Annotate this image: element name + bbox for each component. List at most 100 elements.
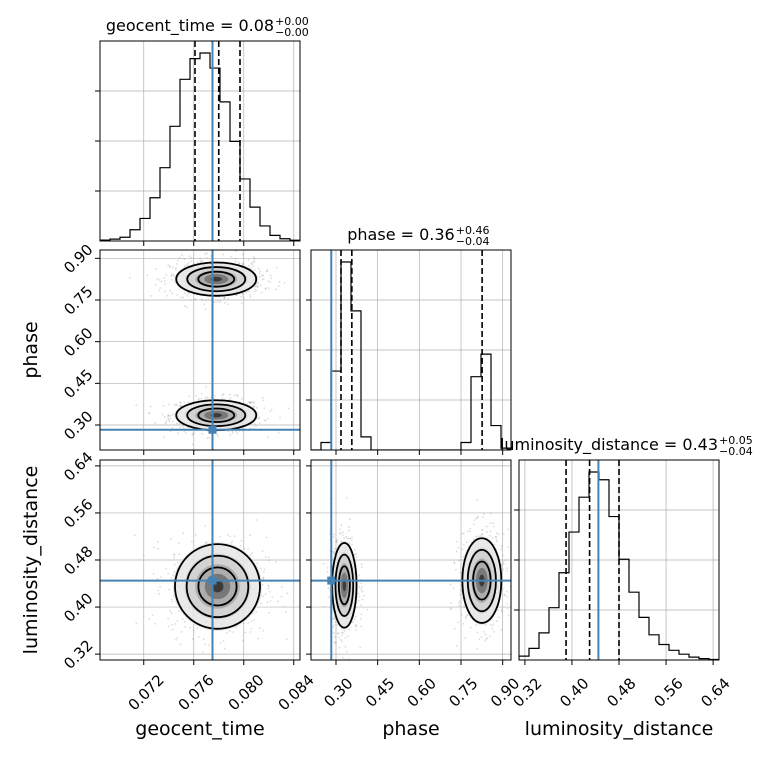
sample-point	[219, 299, 222, 302]
sample-point	[328, 532, 331, 535]
sample-point	[279, 416, 281, 419]
sample-point	[250, 262, 253, 265]
sample-point	[167, 264, 170, 267]
sample-point	[241, 253, 244, 256]
sample-point	[196, 627, 199, 630]
sample-point	[344, 637, 347, 639]
sample-point	[221, 397, 224, 400]
sample-point	[251, 552, 254, 555]
sample-point	[254, 285, 257, 288]
sample-point	[502, 568, 504, 571]
sample-point	[166, 415, 169, 417]
scatter-panel-geocent_time-luminosity_distance	[95, 460, 300, 665]
sample-point	[489, 522, 492, 525]
x-tick-label: 0.56	[650, 674, 686, 710]
sample-point	[476, 647, 479, 650]
sample-point	[173, 571, 176, 574]
sample-point	[334, 621, 337, 623]
sample-point	[206, 437, 209, 439]
sample-point	[485, 525, 488, 528]
sample-point	[179, 405, 181, 407]
sample-point	[341, 640, 343, 643]
sample-point	[358, 586, 361, 588]
sample-point	[485, 638, 488, 641]
sample-point	[360, 586, 363, 588]
sample-point	[491, 537, 494, 540]
sample-point	[183, 265, 186, 268]
sample-point	[194, 298, 197, 301]
sample-point	[169, 417, 172, 420]
sample-point	[186, 263, 189, 266]
sample-point	[348, 529, 350, 532]
sample-point	[475, 517, 477, 520]
sample-point	[486, 637, 489, 639]
sample-point	[332, 552, 335, 555]
hist-luminosity_distance-frame	[518, 459, 720, 661]
sample-point	[208, 437, 211, 439]
sample-point	[333, 553, 336, 556]
sample-point	[326, 567, 329, 569]
sample-point	[267, 287, 270, 290]
sample-point	[360, 625, 363, 628]
sample-point	[200, 397, 203, 400]
sample-point	[263, 568, 266, 571]
sample-point	[331, 559, 334, 562]
sample-point	[254, 290, 256, 293]
contour-line	[197, 270, 236, 288]
scatter-phase_vs_geocent_time-frame	[99, 249, 301, 451]
sample-point	[201, 651, 204, 654]
sample-point	[148, 412, 151, 415]
sample-point	[176, 294, 179, 296]
sample-point	[256, 407, 258, 409]
sample-point	[204, 253, 207, 255]
sample-point	[160, 576, 162, 579]
sample-point	[269, 281, 272, 284]
sample-point	[170, 598, 173, 601]
sample-point	[450, 608, 452, 611]
sample-point	[219, 536, 221, 538]
sample-point	[261, 584, 264, 586]
sample-point	[169, 430, 172, 433]
sample-point	[261, 278, 264, 281]
sample-point	[265, 270, 268, 273]
y-tick-label: 0.30	[60, 407, 96, 443]
sample-point	[449, 583, 452, 586]
sample-point	[360, 588, 363, 591]
sample-point	[504, 559, 507, 562]
sample-point	[350, 539, 353, 542]
sample-point	[355, 615, 357, 618]
sample-point	[256, 562, 259, 565]
sample-point	[332, 631, 335, 634]
sample-point	[154, 622, 157, 625]
sample-point	[359, 646, 362, 649]
sample-point	[247, 401, 250, 403]
sample-point	[339, 531, 342, 534]
sample-point	[476, 499, 479, 502]
sample-point	[255, 611, 258, 613]
title-plus: +0.05	[719, 434, 753, 447]
sample-point	[191, 434, 194, 437]
sample-point	[246, 402, 248, 405]
sample-point	[200, 392, 203, 395]
y-tick-label: 0.75	[60, 282, 96, 318]
sample-point	[347, 635, 350, 638]
y-tick-label: 0.40	[60, 589, 96, 625]
sample-point	[252, 405, 255, 408]
sample-point	[179, 401, 182, 404]
sample-point	[506, 567, 509, 570]
sample-point	[235, 294, 238, 297]
sample-point	[264, 419, 266, 422]
sample-point	[249, 554, 252, 557]
sample-point	[241, 292, 244, 295]
sample-point	[334, 641, 336, 644]
sample-point	[170, 537, 172, 540]
sample-point	[241, 292, 244, 295]
sample-point	[256, 285, 259, 287]
sample-point	[266, 268, 269, 271]
sample-point	[176, 636, 179, 639]
contour-line	[197, 566, 238, 607]
sample-point	[360, 566, 363, 569]
sample-point	[187, 262, 190, 264]
sample-point	[222, 253, 225, 256]
contour-line	[186, 266, 247, 293]
